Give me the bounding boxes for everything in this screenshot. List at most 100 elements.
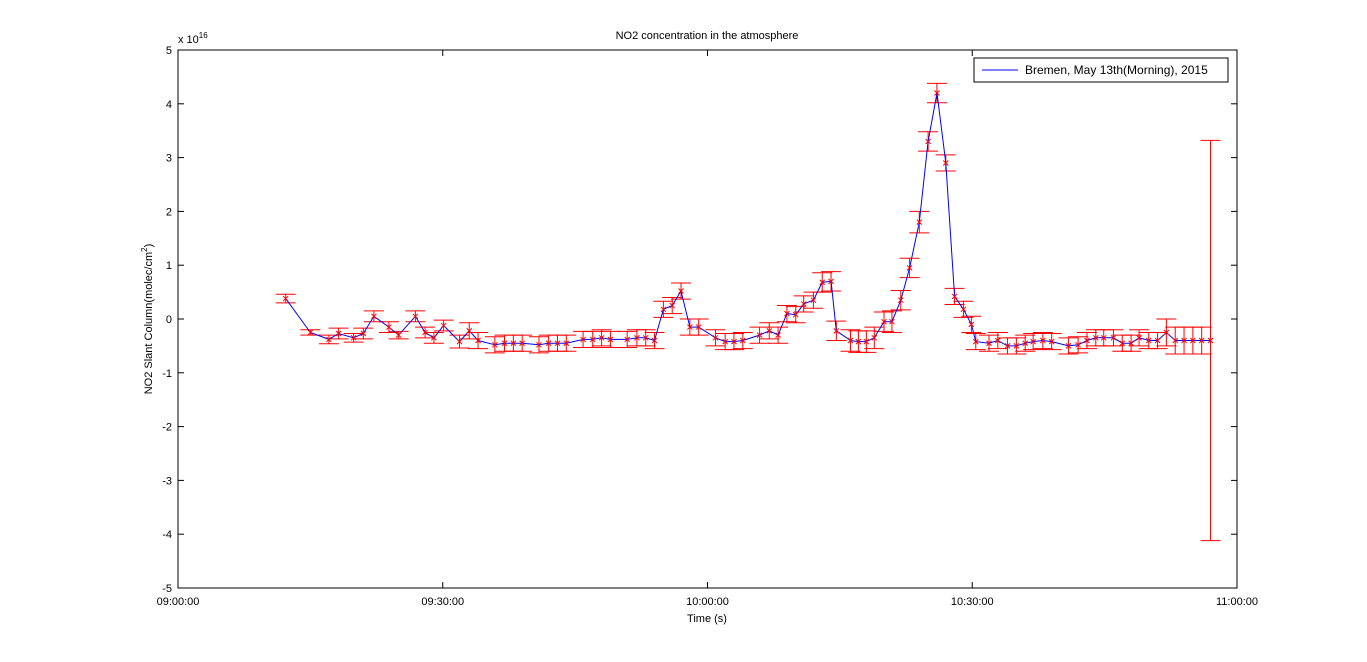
data-point <box>810 297 817 304</box>
data-point-stroke <box>335 330 342 337</box>
data-point <box>1110 334 1117 341</box>
data-point <box>1119 340 1126 347</box>
data-point <box>282 295 289 302</box>
data-point-stroke <box>491 341 498 348</box>
data-point-stroke <box>1030 338 1036 345</box>
data-point <box>642 334 649 341</box>
data-point <box>669 302 676 309</box>
data-point <box>607 336 614 343</box>
data-point-stroke <box>1004 343 1011 349</box>
data-point-stroke <box>722 338 729 345</box>
data-point-stroke <box>360 330 367 337</box>
data-point <box>972 338 979 345</box>
data-point-stroke <box>350 334 357 341</box>
data-point-stroke <box>1190 337 1196 344</box>
data-point <box>833 327 840 334</box>
data-point-stroke <box>1039 337 1046 344</box>
legend: Bremen, May 13th(Morning), 2015 <box>973 57 1229 83</box>
data-point-stroke <box>1065 343 1072 349</box>
data-point <box>1198 337 1205 344</box>
data-point-stroke <box>1181 337 1187 344</box>
data-point-stroke <box>712 334 719 341</box>
data-point-stroke <box>960 306 967 313</box>
data-point-stroke <box>889 318 895 325</box>
data-point-stroke <box>326 336 332 343</box>
y-exponent-prefix: x 10 <box>178 34 199 46</box>
data-point <box>466 327 473 334</box>
data-point-stroke <box>739 337 746 344</box>
data-point-stroke <box>1198 337 1205 344</box>
data-point <box>986 340 992 347</box>
data-point-stroke <box>1119 340 1126 347</box>
data-point-stroke <box>412 313 419 320</box>
data-point <box>916 219 923 226</box>
data-point <box>589 336 596 343</box>
data-point <box>431 334 437 341</box>
data-point <box>934 90 940 96</box>
data-point-stroke <box>642 334 649 341</box>
data-point-stroke <box>897 297 904 304</box>
data-point <box>1172 337 1179 344</box>
data-point <box>731 338 737 345</box>
y-tick-label: -1 <box>162 368 172 380</box>
data-point <box>739 337 746 344</box>
data-point <box>456 338 463 345</box>
data-point <box>412 313 419 320</box>
data-point <box>897 297 904 304</box>
data-point <box>695 324 702 330</box>
data-point <box>634 334 640 341</box>
data-point-stroke <box>607 336 614 343</box>
data-point <box>519 340 526 347</box>
data-point <box>906 265 913 271</box>
data-point <box>1145 337 1152 344</box>
data-point-stroke <box>916 219 923 226</box>
data-point <box>766 327 773 334</box>
data-point-stroke <box>466 327 473 334</box>
data-point <box>800 301 807 307</box>
data-point <box>651 337 658 344</box>
data-point <box>819 279 826 286</box>
data-point <box>1048 338 1055 345</box>
data-point-stroke <box>1048 338 1055 345</box>
data-point-stroke <box>624 336 631 343</box>
data-point-stroke <box>307 329 314 336</box>
data-point <box>847 337 854 344</box>
series-group <box>285 92 1211 347</box>
data-point <box>1022 340 1029 347</box>
data-point-stroke <box>968 321 975 328</box>
data-point-stroke <box>994 337 1001 344</box>
x-tick-label: 10:30:00 <box>951 596 994 608</box>
data-point <box>1154 337 1161 344</box>
data-point-stroke <box>942 160 949 166</box>
data-point <box>660 306 667 313</box>
data-point <box>563 340 570 347</box>
data-point <box>994 337 1001 344</box>
data-point-stroke <box>371 313 377 320</box>
data-point <box>881 318 887 325</box>
data-point-stroke <box>456 338 463 345</box>
data-point-stroke <box>828 278 834 285</box>
data-point <box>501 340 508 347</box>
x-tick-label: 11:00:00 <box>1216 596 1258 608</box>
data-point <box>828 278 834 285</box>
data-point <box>554 340 561 347</box>
data-point <box>951 293 958 300</box>
y-axis-title-main: NO2 Slant Column(molec/cm <box>143 252 155 394</box>
data-point-stroke <box>422 329 428 336</box>
y-tick-label: 2 <box>166 206 172 218</box>
data-point-stroke <box>986 340 992 347</box>
data-point <box>942 160 949 166</box>
data-point-stroke <box>686 324 693 330</box>
data-point-stroke <box>800 301 807 307</box>
data-point-stroke <box>598 334 605 341</box>
data-point <box>1084 337 1090 344</box>
data-point <box>371 313 377 320</box>
data-point-stroke <box>766 327 773 334</box>
data-point <box>350 334 357 341</box>
data-point-stroke <box>440 322 447 329</box>
data-point-stroke <box>545 340 552 347</box>
y-tick-label: -4 <box>162 529 172 541</box>
data-point <box>712 334 719 341</box>
data-point-stroke <box>1110 334 1117 341</box>
